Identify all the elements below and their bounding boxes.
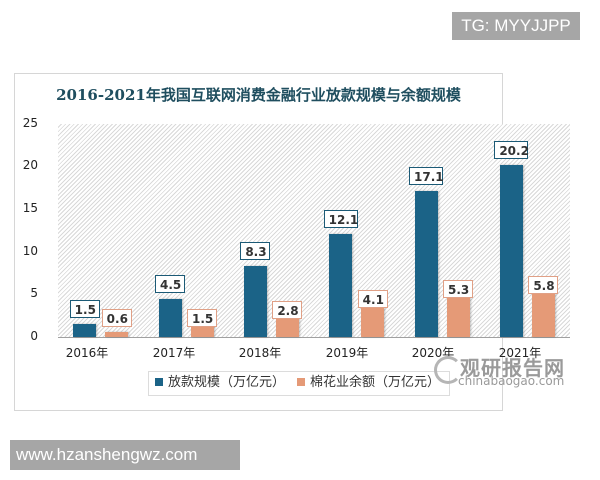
bar-blue	[243, 266, 267, 337]
logo-text-en: chinabaogao.com	[458, 374, 565, 388]
y-tick: 10	[22, 244, 38, 258]
bar-blue	[329, 233, 353, 337]
chart-title: 2016-2021年我国互联网消费金融行业放款规模与余额规模	[56, 86, 461, 104]
bar-blue	[73, 324, 97, 337]
logo-swirl-icon	[434, 356, 462, 384]
bar-orange	[361, 302, 385, 337]
data-label: 0.6	[101, 309, 132, 327]
x-tick: 2019年	[325, 346, 369, 360]
data-label: 20.2	[494, 140, 529, 159]
bar-orange	[446, 291, 470, 337]
bar-orange	[190, 324, 214, 337]
data-label: 8.3	[240, 242, 271, 261]
y-tick: 5	[30, 286, 38, 300]
bar-orange	[531, 287, 555, 337]
legend-swatch-orange	[297, 377, 305, 386]
y-tick: 20	[22, 158, 38, 172]
logo-text-cn: 观研报告网	[460, 356, 565, 380]
data-label: 5.8	[528, 275, 559, 294]
data-label: 4.1	[357, 290, 388, 309]
data-label: 17.1	[409, 167, 444, 186]
x-tick: 2016年	[65, 346, 109, 360]
y-tick: 25	[22, 116, 38, 130]
legend-swatch-blue	[155, 377, 163, 386]
chinabaogao-logo: 观研报告网 chinabaogao.com	[420, 352, 580, 392]
watermark-bottom: www.hzanshengwz.com	[10, 440, 240, 470]
data-label: 12.1	[323, 209, 358, 228]
data-label: 4.5	[155, 274, 185, 293]
x-axis-line	[58, 337, 570, 338]
plot-area	[58, 124, 570, 337]
data-label: 2.8	[272, 301, 303, 320]
y-tick: 15	[22, 201, 38, 215]
data-label: 1.5	[187, 309, 217, 327]
y-tick: 0	[30, 329, 38, 343]
x-tick: 2017年	[152, 346, 196, 360]
data-label: 1.5	[69, 300, 100, 319]
bar-orange	[105, 331, 129, 337]
legend-item-series2: 棉花业余额（万亿元）	[297, 372, 440, 394]
data-label: 5.3	[443, 279, 473, 298]
legend-item-series1: 放款规模（万亿元）	[155, 372, 285, 394]
watermark-top: TG: MYYJJPP	[452, 12, 580, 40]
bar-blue	[414, 191, 438, 337]
x-tick: 2018年	[238, 346, 282, 360]
bar-blue	[158, 298, 182, 337]
legend-label: 棉花业余额（万亿元）	[310, 375, 441, 390]
legend-label: 放款规模（万亿元）	[168, 375, 286, 390]
x-tick: 2021年	[498, 346, 542, 360]
bar-blue	[499, 164, 523, 337]
